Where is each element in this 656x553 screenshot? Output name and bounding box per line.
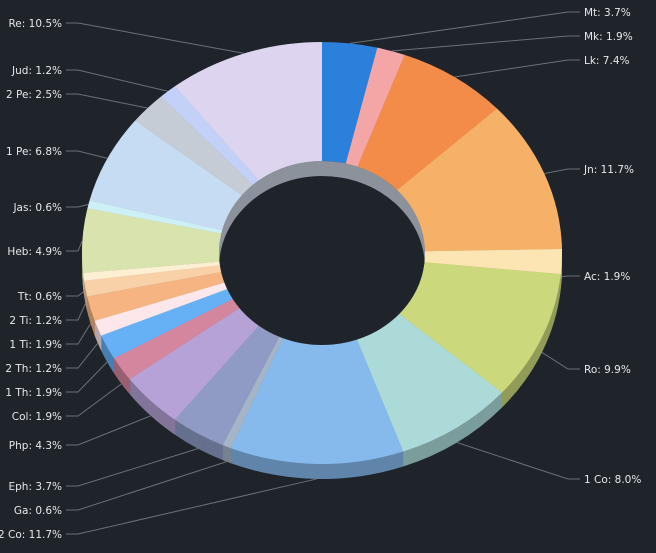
slice-lk xyxy=(357,54,497,191)
slice-ga xyxy=(222,336,283,449)
label-connector xyxy=(66,478,317,535)
slice-label: 2 Ti: 1.2% xyxy=(9,315,62,327)
label-connector xyxy=(66,240,83,252)
label-connector xyxy=(66,342,99,369)
slice-label: 1 Co: 8.0% xyxy=(584,474,641,486)
label-connector xyxy=(456,442,580,480)
slice-1-co xyxy=(356,313,503,452)
label-connector xyxy=(66,69,168,92)
label-connector xyxy=(561,275,580,278)
label-connector xyxy=(66,22,245,54)
slice-tt xyxy=(83,261,220,281)
donut-hole xyxy=(219,176,425,345)
slice-label: Php: 4.3% xyxy=(9,440,62,452)
label-connector xyxy=(66,461,227,511)
slice-label: Heb: 4.9% xyxy=(7,246,62,258)
slice-1-ti xyxy=(87,271,225,321)
slice-2-th xyxy=(94,282,228,336)
slice-2-pe xyxy=(135,96,253,196)
slice-re xyxy=(174,42,322,181)
slice-label: Jas: 0.6% xyxy=(12,202,62,214)
slice-jn xyxy=(397,108,562,252)
label-connector xyxy=(66,150,108,159)
label-connector xyxy=(66,323,91,345)
slice-mt xyxy=(322,42,378,164)
slice-label: Re: 10.5% xyxy=(8,18,62,30)
slice-1-th xyxy=(101,289,233,359)
label-connector xyxy=(66,291,84,297)
slice-label: Lk: 7.4% xyxy=(584,55,630,67)
slice-label: Ac: 1.9% xyxy=(584,271,630,283)
label-connector xyxy=(66,93,148,109)
slice-label: 2 Pe: 2.5% xyxy=(6,89,62,101)
slice-col xyxy=(113,298,240,380)
slice-label: Jud: 1.2% xyxy=(11,65,62,77)
slice-label: Tt: 0.6% xyxy=(17,291,62,303)
slice-label: 1 Ti: 1.9% xyxy=(9,339,62,351)
slice-label: Ro: 9.9% xyxy=(584,364,631,376)
label-connector xyxy=(66,383,122,417)
label-connector xyxy=(541,351,580,370)
slice-jud xyxy=(161,86,259,185)
label-connector xyxy=(66,303,86,321)
label-connector xyxy=(66,448,199,487)
label-connector xyxy=(66,415,151,446)
label-connector xyxy=(544,168,580,174)
label-connector xyxy=(391,35,580,52)
slice-label: 2 Co: 11.7% xyxy=(0,529,62,541)
slice-mk xyxy=(345,47,405,167)
slice-php xyxy=(129,308,259,420)
slice-eph xyxy=(174,325,280,446)
slice-label: Mt: 3.7% xyxy=(584,7,631,19)
slice-2-ti xyxy=(84,265,222,297)
slice-label: Col: 1.9% xyxy=(12,411,62,423)
label-connector xyxy=(454,59,580,78)
label-connector xyxy=(66,361,108,393)
slice-label: 1 Pe: 6.8% xyxy=(6,146,62,158)
slice-label: Ga: 0.6% xyxy=(14,505,62,517)
label-connector xyxy=(349,11,580,44)
slice-label: 1 Th: 1.9% xyxy=(5,387,62,399)
label-connector xyxy=(66,203,89,208)
slice-label: Eph: 3.7% xyxy=(8,481,62,493)
slice-1-pe xyxy=(89,120,242,231)
slice-ac xyxy=(424,249,562,275)
slice-ro xyxy=(399,262,561,393)
slice-label: Jn: 11.7% xyxy=(583,164,634,176)
slice-jas xyxy=(87,200,223,234)
slice-label: Mk: 1.9% xyxy=(584,31,633,43)
slice-label: 2 Th: 1.2% xyxy=(5,363,62,375)
slice-heb xyxy=(82,208,222,273)
slice-2-co xyxy=(230,338,404,465)
